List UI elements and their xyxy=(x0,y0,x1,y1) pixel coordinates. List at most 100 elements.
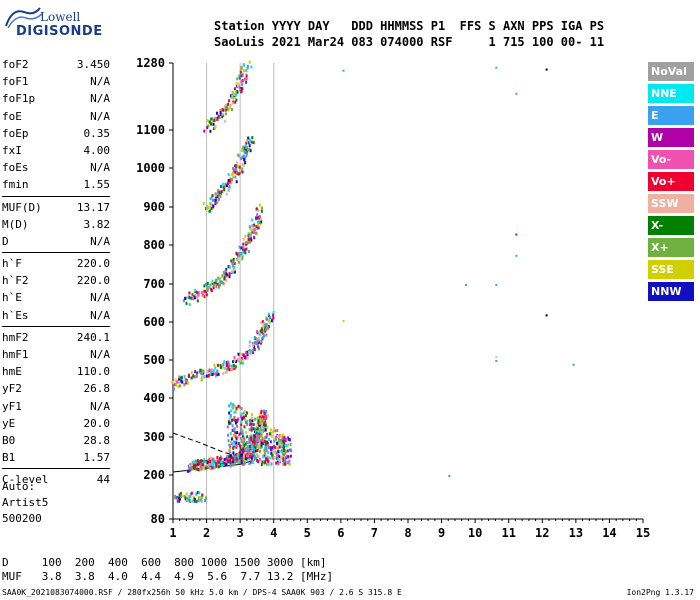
echo-point xyxy=(260,321,263,325)
param-row: hmF1 N/A xyxy=(2,346,110,363)
echo-point xyxy=(243,158,246,162)
echo-point xyxy=(251,136,254,140)
echo-point xyxy=(277,450,280,454)
echo-point xyxy=(214,125,217,129)
echo-point xyxy=(274,437,277,441)
echo-point xyxy=(265,325,268,329)
param-value: 20.0 xyxy=(83,416,111,430)
echo-point xyxy=(245,421,248,424)
echo-point xyxy=(185,492,188,496)
x-tick-label: 2 xyxy=(203,526,210,540)
echo-point xyxy=(266,414,269,418)
echo-point xyxy=(207,124,210,128)
echo-point xyxy=(241,83,244,87)
param-name: fmin xyxy=(2,178,29,192)
echo-point xyxy=(213,119,216,122)
echo-point xyxy=(240,415,243,419)
echo-point xyxy=(236,164,239,168)
x-tick-label: 6 xyxy=(337,526,344,540)
echo-point xyxy=(252,427,255,431)
echo-point xyxy=(230,259,233,263)
echo-point xyxy=(264,443,267,447)
param-value: 220.0 xyxy=(76,274,110,288)
echo-point xyxy=(243,149,246,153)
param-value: 4.00 xyxy=(83,143,111,157)
echo-point xyxy=(284,438,287,442)
echo-point xyxy=(243,449,246,453)
echo-point xyxy=(224,112,227,116)
echo-point xyxy=(174,378,177,382)
echo-point xyxy=(218,280,221,284)
echo-point xyxy=(240,423,243,427)
echo-point xyxy=(206,281,209,285)
echo-point xyxy=(224,366,227,370)
param-row: h`Es N/A xyxy=(2,307,110,324)
echo-point xyxy=(255,431,258,435)
echo-point xyxy=(249,351,252,355)
param-value: N/A xyxy=(90,348,110,361)
logo-line2: DIGISONDE xyxy=(16,24,103,39)
echo-point xyxy=(228,404,231,408)
echo-point xyxy=(217,460,220,464)
echo-point xyxy=(232,434,235,437)
echo-point xyxy=(243,409,246,413)
echo-point xyxy=(286,449,289,453)
echo-point xyxy=(240,252,243,255)
echo-point xyxy=(268,438,271,441)
echo-point xyxy=(196,466,199,470)
echo-point xyxy=(255,216,257,220)
echo-point xyxy=(184,377,187,381)
echo-point xyxy=(241,448,243,452)
echo-point xyxy=(248,428,251,432)
echo-point xyxy=(216,363,219,367)
echo-point xyxy=(217,276,220,280)
echo-point xyxy=(285,437,288,441)
echo-point xyxy=(243,151,246,154)
echo-point xyxy=(220,365,222,369)
echo-point xyxy=(259,412,262,416)
echo-point xyxy=(236,424,238,428)
echo-point xyxy=(208,209,211,213)
echo-point xyxy=(216,464,219,468)
echo-point xyxy=(249,434,252,438)
echo-point xyxy=(233,93,236,97)
param-row: M(D) 3.82 xyxy=(2,216,110,233)
echo-point xyxy=(257,223,259,227)
echo-point xyxy=(201,463,204,467)
echo-point xyxy=(240,431,242,435)
echo-point xyxy=(204,466,207,470)
echo-point xyxy=(269,316,272,320)
echo-point xyxy=(221,184,224,188)
echo-point xyxy=(233,358,236,362)
echo-point xyxy=(219,455,222,459)
param-row: foE N/A xyxy=(2,108,110,125)
echo-point xyxy=(235,360,237,363)
echo-point xyxy=(253,446,256,450)
echo-point xyxy=(227,173,230,176)
file-info-footer: SAA0K_2021083074000.RSF / 280fx256h 50 k… xyxy=(2,588,402,597)
echo-point xyxy=(255,435,258,439)
echo-point xyxy=(225,457,228,461)
echo-point xyxy=(261,419,264,423)
echo-point xyxy=(197,499,200,503)
echo-point xyxy=(258,421,261,425)
y-tick-label: 1000 xyxy=(136,161,165,175)
echo-point xyxy=(240,74,243,78)
echo-point xyxy=(248,451,251,455)
y-tick-label: 1100 xyxy=(136,123,165,137)
echo-point xyxy=(190,491,193,495)
echo-point xyxy=(276,441,278,445)
echo-point xyxy=(218,283,221,287)
echo-point xyxy=(265,449,268,453)
echo-point xyxy=(266,458,269,462)
echo-point xyxy=(187,381,189,385)
echo-point xyxy=(213,465,216,469)
echo-point xyxy=(246,148,249,152)
echo-point xyxy=(214,281,217,285)
echo-point xyxy=(289,454,292,458)
echo-point xyxy=(248,236,251,240)
echo-point xyxy=(279,438,282,442)
legend-item-e: E xyxy=(648,106,694,125)
legend-item-vominus: Vo- xyxy=(648,150,694,169)
echo-point xyxy=(241,162,244,166)
